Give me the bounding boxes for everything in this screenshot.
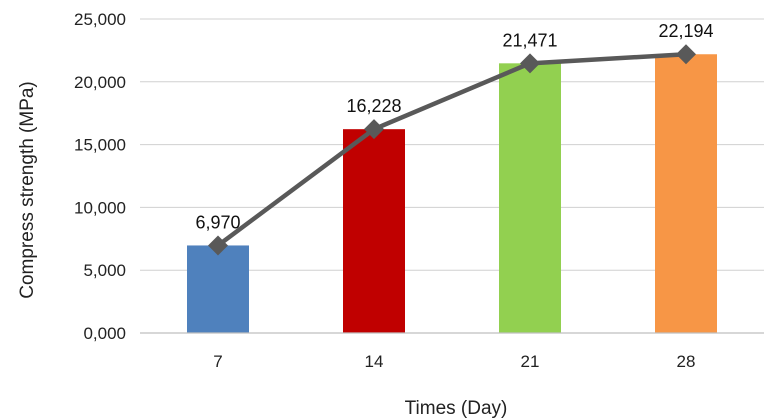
bar-day-21 bbox=[499, 63, 561, 333]
data-label: 21,471 bbox=[502, 30, 557, 50]
trend-marker-diamond bbox=[520, 53, 540, 74]
trend-marker-diamond bbox=[364, 119, 384, 140]
x-axis-title: Times (Day) bbox=[405, 398, 508, 419]
trend-marker-diamond bbox=[676, 44, 696, 65]
y-tick-label: 20,000 bbox=[74, 73, 126, 92]
y-tick-label: 5,000 bbox=[83, 261, 126, 280]
x-tick-label: 28 bbox=[677, 352, 696, 371]
bar-day-7 bbox=[187, 245, 249, 333]
data-label: 6,970 bbox=[195, 212, 240, 232]
trend-line-series bbox=[208, 44, 696, 256]
data-label: 16,228 bbox=[346, 96, 401, 116]
y-axis-title: Compress strength (MPa) bbox=[17, 81, 38, 299]
x-tick-label: 7 bbox=[213, 352, 222, 371]
bar-day-14 bbox=[343, 129, 405, 333]
x-tick-label: 14 bbox=[365, 352, 384, 371]
bar-day-28 bbox=[655, 54, 717, 334]
y-tick-label: 15,000 bbox=[74, 136, 126, 155]
trend-line bbox=[216, 51, 687, 248]
trend-marker-diamond bbox=[208, 235, 228, 256]
bars bbox=[187, 54, 717, 334]
y-tick-label: 0,000 bbox=[83, 324, 126, 343]
axes: 0,000 5,000 10,000 15,000 20,000 25,000 7 14 21 2… bbox=[74, 10, 764, 371]
data-label: 22,194 bbox=[658, 21, 713, 41]
x-tick-label: 21 bbox=[521, 352, 540, 371]
y-tick-label: 10,000 bbox=[74, 198, 126, 217]
data-labels: 6,970 16,228 21,471 22,194 bbox=[195, 21, 713, 232]
y-tick-label: 25,000 bbox=[74, 10, 126, 29]
